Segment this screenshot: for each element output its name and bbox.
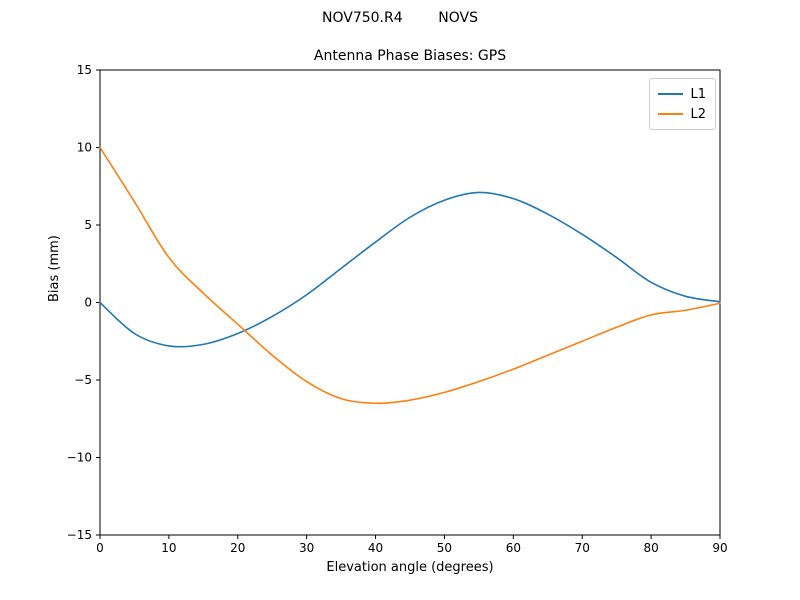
- legend: L1 L2: [649, 78, 716, 130]
- axes-box: [99, 69, 721, 536]
- y-tick-label: 15: [77, 63, 92, 77]
- x-tick-label: 50: [437, 541, 452, 555]
- series-line-l2: [99, 146, 721, 405]
- y-tick-label: 10: [77, 141, 92, 155]
- x-tick-label: 10: [161, 541, 176, 555]
- legend-item-l1: L1: [658, 84, 706, 104]
- x-tick-label: 80: [643, 541, 658, 555]
- series-line-l1: [99, 191, 721, 348]
- legend-label-l2: L2: [690, 106, 706, 122]
- x-tick-label: 60: [506, 541, 521, 555]
- x-axis-label: Elevation angle (degrees): [326, 560, 494, 575]
- x-tick-label: 70: [575, 541, 590, 555]
- y-tick-label: −5: [74, 373, 92, 387]
- figure-title: NOV750.R4 NOVS: [322, 10, 478, 26]
- legend-item-l2: L2: [658, 104, 706, 124]
- axes-title: Antenna Phase Biases: GPS: [313, 48, 507, 64]
- l1-line-swatch: [658, 93, 684, 95]
- x-tick-label: 90: [712, 541, 727, 555]
- y-tick-label: 0: [84, 296, 92, 310]
- y-tick-label: −15: [67, 528, 92, 542]
- x-tick-label: 30: [299, 541, 314, 555]
- y-tick-label: −10: [67, 451, 92, 465]
- y-tick-label: 5: [84, 218, 92, 232]
- x-tick-label: 0: [96, 541, 104, 555]
- l2-line-swatch: [658, 113, 684, 115]
- legend-label-l1: L1: [690, 86, 706, 102]
- x-tick-label: 40: [368, 541, 383, 555]
- x-tick-label: 20: [230, 541, 245, 555]
